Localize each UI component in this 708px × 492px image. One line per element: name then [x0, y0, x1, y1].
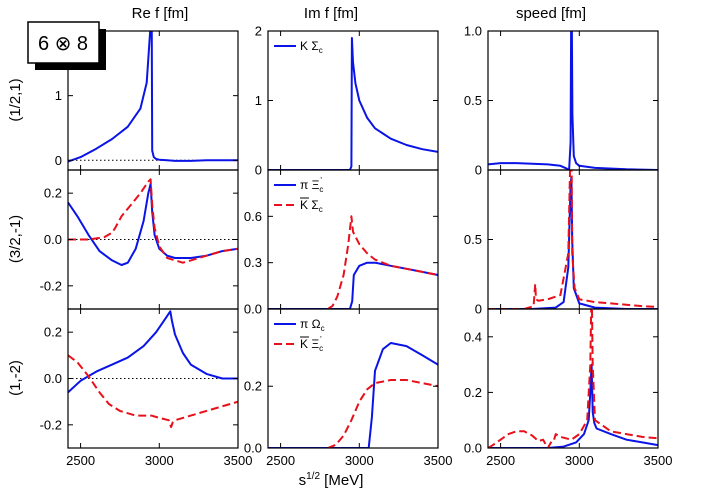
- panel-r2c0: -0.2 0.0 0.2 2500 3000 3500: [40, 308, 253, 468]
- y-tick-label: 0.3: [244, 255, 262, 270]
- series-group: [488, 31, 658, 170]
- series-line-solid: [268, 342, 438, 448]
- badge-box: [27, 21, 100, 64]
- series-group: [68, 31, 238, 163]
- column-title-re: Re f [fm]: [132, 5, 189, 22]
- series-line-dashed: [327, 379, 438, 448]
- series-line-solid: [488, 363, 658, 448]
- legend-label-main: K Ξ: [300, 337, 319, 351]
- y-tick-label: 0.2: [44, 186, 62, 201]
- panel-r1c2: 00.5: [464, 169, 659, 317]
- x-tick-label: 3000: [345, 453, 374, 468]
- y-tick-label: 0: [475, 163, 482, 178]
- series-group: [68, 310, 238, 429]
- y-tick-label: 1.0: [464, 24, 482, 39]
- y-tick-label: 0: [55, 153, 62, 168]
- series-group: [68, 178, 238, 266]
- legend-label-sub: c: [319, 205, 323, 214]
- y-tick-label: 0: [255, 163, 262, 178]
- panel-r0c2: 0 0.5 1.0: [464, 24, 659, 178]
- x-tick-label: 2500: [66, 453, 95, 468]
- legend-label-sup: ': [320, 176, 322, 185]
- legend-label-sub: c: [319, 46, 323, 55]
- x-tick-label: 2500: [266, 453, 295, 468]
- y-tick-label: 0: [475, 302, 482, 317]
- legend-label-sub: c: [319, 185, 323, 194]
- series-group: [488, 309, 658, 448]
- series-line-solid: [68, 182, 238, 266]
- legend-label: K Ξc': [300, 335, 323, 353]
- legend-label: K Σc: [300, 198, 323, 214]
- y-tick-label: 0.2: [44, 325, 62, 340]
- legend-label-sup: ': [320, 335, 322, 344]
- series-line-solid: [68, 310, 238, 394]
- y-tick-label: 0.0: [464, 441, 482, 456]
- row-label-3: (1,-2): [7, 360, 24, 396]
- x-axis-label-unit: [MeV]: [320, 472, 363, 489]
- legend-label-sub: c: [319, 344, 323, 353]
- y-tick-label: 0.0: [244, 302, 262, 317]
- series-group: [268, 342, 438, 448]
- series-line-dashed: [68, 178, 238, 264]
- series-line-solid: [488, 31, 658, 170]
- y-tick-label: 0.5: [464, 232, 482, 247]
- x-tick-label: 2500: [486, 453, 515, 468]
- legend-label: π Ξc': [300, 176, 323, 194]
- panel-frame: [487, 308, 659, 449]
- representation-badge: 6 ⊗ 8: [27, 21, 106, 70]
- series-group: [268, 215, 438, 309]
- series-group: [488, 170, 658, 309]
- x-axis-label: s1/2 [MeV]: [299, 471, 364, 489]
- y-tick-label: 0.0: [44, 371, 62, 386]
- column-title-speed: speed [fm]: [516, 5, 586, 22]
- y-tick-label: -0.2: [40, 278, 62, 293]
- badge-text: 6 ⊗ 8: [38, 33, 88, 55]
- series-line-dashed: [327, 215, 438, 309]
- panel-r0c1: 0 1 2 K Σc: [255, 24, 439, 178]
- x-tick-label: 3500: [644, 453, 673, 468]
- y-tick-label: 0.4: [464, 329, 482, 344]
- legend-label-main: K Σ: [300, 198, 319, 212]
- legend-label-main: π Ω: [300, 317, 321, 331]
- y-tick-label: 0.5: [464, 93, 482, 108]
- series-line-dashed: [488, 170, 658, 309]
- legend-label: K Σc: [300, 39, 323, 55]
- x-axis-label-sup: 1/2: [306, 471, 320, 482]
- column-title-im: Im f [fm]: [304, 5, 358, 22]
- legend-label-main: K Σ: [300, 39, 319, 53]
- y-tick-label: 2: [255, 24, 262, 39]
- x-tick-label: 3000: [145, 453, 174, 468]
- series-line-solid: [68, 31, 238, 163]
- panel-r1c1: 0.00.30.6π Ξc'K Σc: [244, 169, 439, 317]
- panel-r1c0: -0.2 0.0 0.2: [40, 169, 239, 310]
- row-label-1: (1/2,1): [7, 78, 24, 121]
- legend-label: π Ωc: [300, 317, 325, 333]
- series-group: [268, 37, 438, 170]
- x-tick-label: 3500: [424, 453, 453, 468]
- panel-r0c0: 01: [55, 30, 239, 171]
- y-tick-label: 1: [55, 88, 62, 103]
- y-tick-label: 0.6: [244, 209, 262, 224]
- panel-r2c2: 0.0 0.2 0.4 2500 3000 3500: [464, 308, 673, 468]
- x-axis-label-main: s: [299, 472, 307, 489]
- legend-label-main: π Ξ: [300, 178, 320, 192]
- y-tick-label: -0.2: [40, 417, 62, 432]
- panel-frame: [267, 308, 439, 449]
- x-tick-label: 3000: [565, 453, 594, 468]
- y-tick-label: 0.2: [464, 385, 482, 400]
- series-line-solid: [268, 37, 438, 170]
- y-tick-label: 0.0: [244, 441, 262, 456]
- y-tick-label: 0.2: [244, 379, 262, 394]
- series-line-dashed: [68, 354, 238, 429]
- series-line-solid: [268, 261, 438, 309]
- y-tick-label: 1: [255, 93, 262, 108]
- legend-label-sub: c: [321, 324, 325, 333]
- series-line-dashed: [488, 309, 658, 448]
- x-tick-label: 3500: [224, 453, 253, 468]
- row-label-2: (3/2,-1): [7, 215, 24, 263]
- y-tick-label: 0.0: [44, 232, 62, 247]
